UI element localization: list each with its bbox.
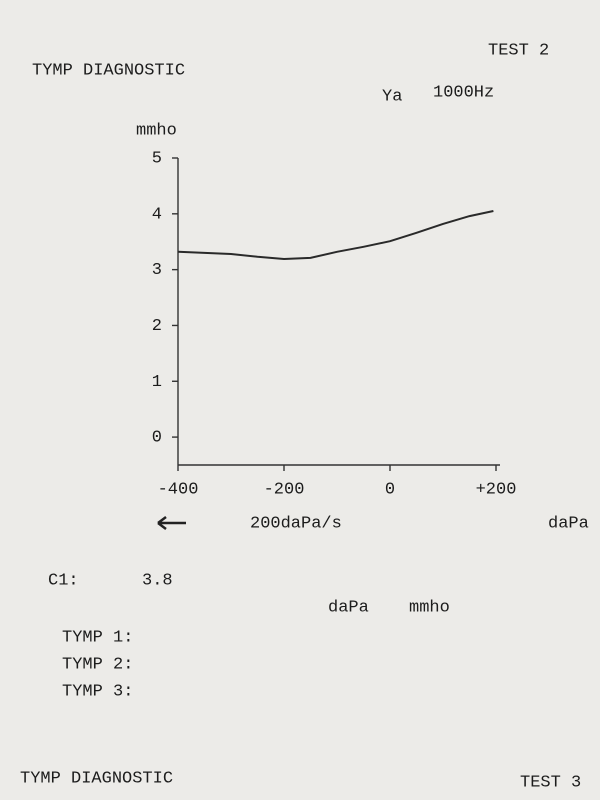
direction-arrow xyxy=(157,516,186,530)
column-header: daPa xyxy=(328,598,369,617)
y-tick-label: 1 xyxy=(152,373,162,392)
sweep-rate: 200daPa/s xyxy=(250,514,342,533)
x-tick-label: 0 xyxy=(385,480,395,499)
tymp-row: TYMP 3: xyxy=(62,682,133,701)
c1-value: 3.8 xyxy=(142,571,173,590)
y-axis-label: mmho xyxy=(136,121,177,140)
y-tick-label: 5 xyxy=(152,149,162,168)
x-tick-label: +200 xyxy=(476,480,517,499)
y-tick-label: 4 xyxy=(152,205,162,224)
y-tick-label: 3 xyxy=(152,261,162,280)
x-tick-label: -400 xyxy=(158,480,199,499)
c1-label: C1: xyxy=(48,571,79,590)
column-header: mmho xyxy=(409,598,450,617)
frequency: 1000Hz xyxy=(433,83,494,102)
y-tick-label: 0 xyxy=(152,429,162,448)
footer-title: TYMP DIAGNOSTIC xyxy=(20,769,173,788)
footer-test: TEST 3 xyxy=(520,773,581,792)
x-tick-label: -200 xyxy=(264,480,305,499)
header-title: TYMP DIAGNOSTIC xyxy=(32,61,185,80)
probe: Ya xyxy=(382,87,402,106)
tymp-row: TYMP 1: xyxy=(62,628,133,647)
test-label: TEST 2 xyxy=(488,41,549,60)
tymp-curve xyxy=(177,210,494,261)
tymp-row: TYMP 2: xyxy=(62,655,133,674)
y-tick-label: 2 xyxy=(152,317,162,336)
x-axis-label: daPa xyxy=(548,514,589,533)
